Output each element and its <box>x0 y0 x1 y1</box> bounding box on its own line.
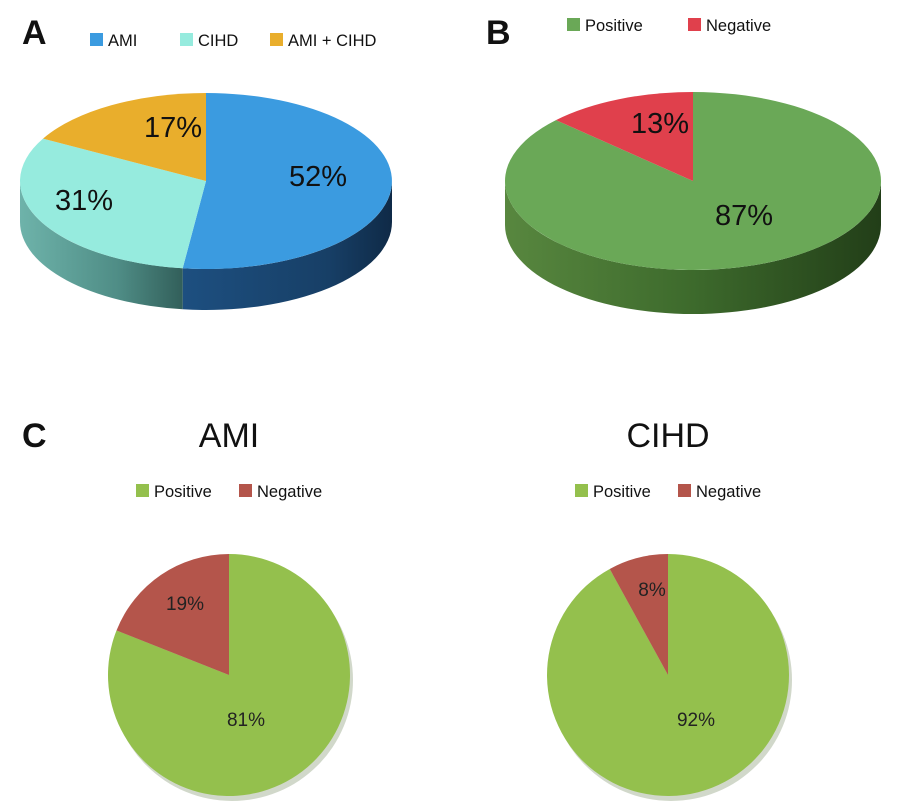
legend-swatch-negative-c1 <box>239 484 252 497</box>
legend-label-positive-c2: Positive <box>593 483 651 501</box>
panel-c: C AMI Positive Negative 19% 81% CIHD Pos… <box>22 417 792 801</box>
pie-c2-legend: Positive Negative <box>575 483 761 501</box>
pie-c1-legend: Positive Negative <box>136 483 322 501</box>
legend-swatch-ami-cihd <box>270 33 283 46</box>
pieC2-slice-1 <box>609 554 668 675</box>
pie-a-label-ami-cihd: 17% <box>144 112 202 144</box>
panel-a-letter: A <box>22 14 47 52</box>
pieA-slice-0 <box>182 93 392 269</box>
pie-c1-label-negative: 19% <box>166 594 204 615</box>
legend-label-negative-b: Negative <box>706 17 771 35</box>
legend-label-positive-b: Positive <box>585 17 643 35</box>
legend-label-ami: AMI <box>108 32 137 50</box>
pieB-slice-1 <box>555 92 693 181</box>
pie-c2-title: CIHD <box>626 417 709 455</box>
pieC2-slice-0 <box>547 554 790 796</box>
pie-a <box>20 93 392 311</box>
pie-a-label-ami: 52% <box>289 161 347 193</box>
pie-b-label-positive: 87% <box>715 200 773 232</box>
legend-swatch-negative-b <box>688 18 701 31</box>
panel-a-legend: AMI CIHD AMI + CIHD <box>90 32 377 50</box>
panel-b-letter: B <box>486 14 511 52</box>
legend-swatch-positive-c2 <box>575 484 588 497</box>
pie-c1-label-positive: 81% <box>227 710 265 731</box>
pieC1-slice-0 <box>108 554 351 796</box>
legend-label-cihd: CIHD <box>198 32 238 50</box>
pie-b-label-negative: 13% <box>631 108 689 140</box>
legend-swatch-positive-b <box>567 18 580 31</box>
panel-b: B Positive Negative 13% 87% <box>486 14 882 314</box>
legend-swatch-positive-c1 <box>136 484 149 497</box>
pieA-slice-1-side <box>20 181 183 310</box>
panel-b-legend: Positive Negative <box>567 17 771 35</box>
panel-a: A AMI CIHD AMI + CIHD 52% 31% 17% <box>20 14 392 311</box>
legend-label-negative-c2: Negative <box>696 483 761 501</box>
legend-swatch-ami <box>90 33 103 46</box>
pie-a-label-cihd: 31% <box>55 185 113 217</box>
legend-label-negative-c1: Negative <box>257 483 322 501</box>
legend-label-ami-cihd: AMI + CIHD <box>288 32 377 50</box>
pieC1-slice-1 <box>116 554 229 675</box>
pie-c2 <box>547 554 792 801</box>
legend-swatch-cihd <box>180 33 193 46</box>
legend-label-positive-c1: Positive <box>154 483 212 501</box>
pieA-slice-2 <box>43 93 207 181</box>
pie-b <box>505 92 882 314</box>
pieA-slice-0-side <box>182 181 392 311</box>
pie-c1-title: AMI <box>199 417 259 455</box>
pieB-slice-0-side <box>505 181 881 314</box>
legend-swatch-negative-c2 <box>678 484 691 497</box>
panel-c-letter: C <box>22 417 47 455</box>
pieB-slice-0 <box>505 92 882 270</box>
pieA-slice-1 <box>20 138 207 269</box>
pie-c1 <box>108 554 353 801</box>
pie-c2-label-positive: 92% <box>677 710 715 731</box>
pie-c2-label-negative: 8% <box>638 580 666 601</box>
